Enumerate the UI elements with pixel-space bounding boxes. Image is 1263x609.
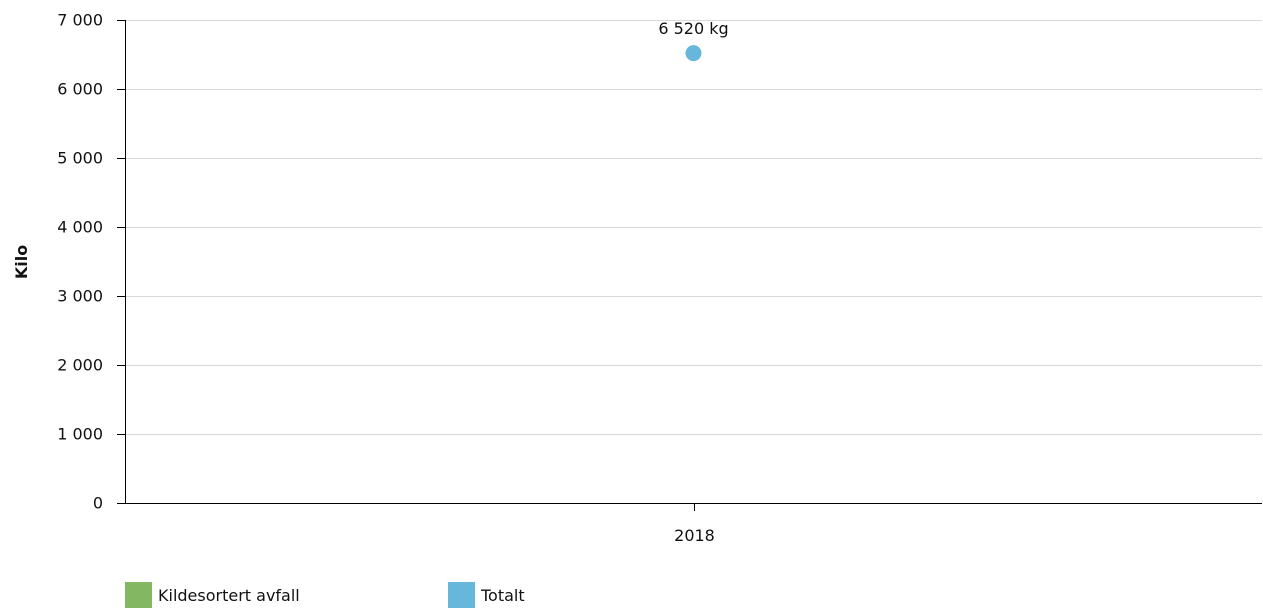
legend-item-kildesortert[interactable]: Kildesortert avfall	[125, 582, 448, 608]
x-tick-label: 2018	[674, 526, 715, 545]
data-marks: 6 520 kg	[658, 19, 729, 62]
data-label: 6 520 kg	[658, 19, 728, 38]
y-tick-label: 0	[93, 494, 103, 513]
legend-swatch-kildesortert	[125, 582, 152, 608]
legend-label-totalt: Totalt	[481, 585, 525, 605]
y-tick-label: 6 000	[57, 80, 103, 99]
y-tick-label: 1 000	[57, 425, 103, 444]
legend-item-totalt[interactable]: Totalt	[448, 582, 525, 608]
grid-lines	[125, 20, 1262, 435]
legend: Kildesortert avfall Totalt	[125, 582, 525, 608]
y-tick-label: 5 000	[57, 149, 103, 168]
y-axis-label: Kilo	[12, 245, 31, 279]
x-axis: 2018	[125, 503, 1262, 545]
y-axis: 0 1 000 2 000 3 000 4 000 5 000 6 000 7 000	[57, 11, 126, 513]
y-tick-label: 4 000	[57, 218, 103, 237]
legend-label-kildesortert: Kildesortert avfall	[158, 585, 300, 605]
y-tick-label: 7 000	[57, 11, 103, 30]
y-tick-label: 3 000	[57, 287, 103, 306]
y-tick-label: 2 000	[57, 356, 103, 375]
legend-swatch-totalt	[448, 582, 475, 608]
data-point[interactable]	[685, 45, 702, 62]
